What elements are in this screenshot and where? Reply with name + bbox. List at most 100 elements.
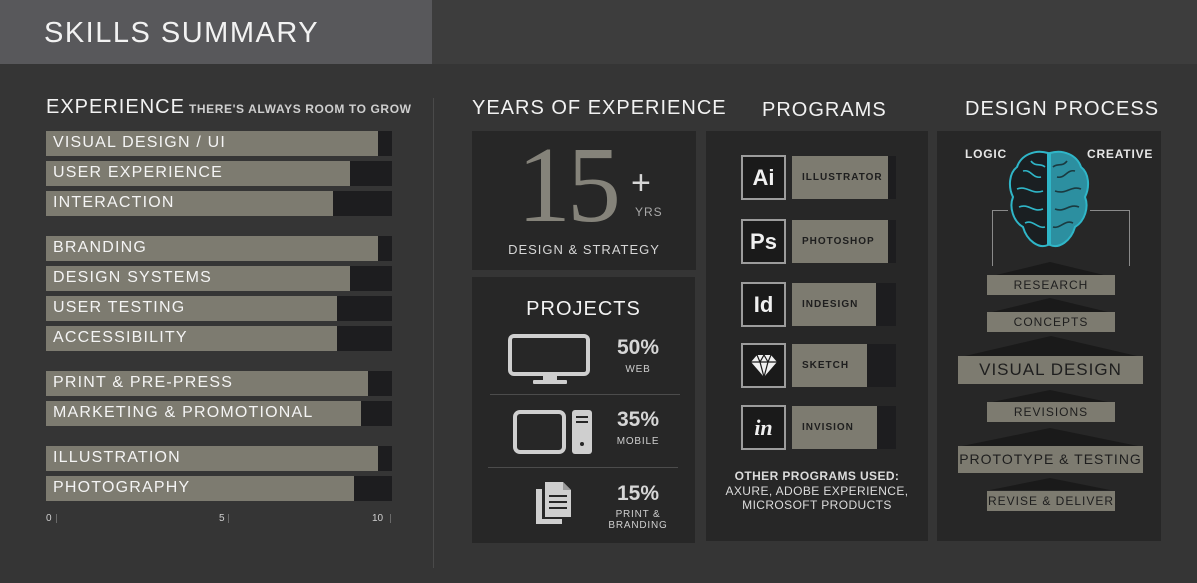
projects-mobile-label: MOBILE: [616, 436, 660, 447]
skill-bar-fill: [46, 326, 337, 351]
step-research: RESEARCH: [987, 275, 1115, 295]
program-bar-fill: [792, 344, 867, 387]
program-label: INVISION: [802, 422, 854, 433]
program-label: INDESIGN: [802, 299, 859, 310]
program-bar-indesign: INDESIGN: [792, 283, 896, 326]
other-programs-title: OTHER PROGRAMS USED:: [734, 469, 900, 483]
program-bar-fill: [792, 283, 876, 326]
skill-bar: ACCESSIBILITY: [46, 326, 392, 351]
logic-label: LOGIC: [965, 147, 1007, 161]
pyramid-step: [992, 262, 1108, 276]
projects-print-percent: 15%: [616, 482, 660, 505]
skill-bar: MARKETING & PROMOTIONAL: [46, 401, 392, 426]
years-title: YEARS OF EXPERIENCE: [472, 97, 727, 119]
sketch-diamond-icon: [750, 353, 777, 378]
skill-bar-fill: [46, 476, 354, 501]
skill-bar-fill: [46, 236, 378, 261]
connector-line: [992, 210, 993, 266]
pyramid-step: [992, 298, 1108, 312]
skill-label: PHOTOGRAPHY: [53, 479, 191, 496]
step-concepts: CONCEPTS: [987, 312, 1115, 332]
projects-separator: [490, 394, 680, 395]
connector-line: [1129, 210, 1130, 266]
step-prototype-testing: PROTOTYPE & TESTING: [958, 446, 1143, 473]
column-divider: [433, 98, 434, 568]
axis-tick-10: 10: [372, 513, 384, 524]
projects-separator: [488, 467, 678, 468]
step-revise-deliver: REVISE & DELIVER: [987, 491, 1115, 511]
indesign-icon: Id: [741, 282, 786, 327]
title-box: SKILLS SUMMARY: [0, 0, 432, 64]
axis-mark-5: [228, 514, 229, 523]
step-visual-design: VISUAL DESIGN: [958, 356, 1143, 384]
skill-label: INTERACTION: [53, 194, 175, 211]
program-bar-illustrator: ILLUSTRATOR: [792, 156, 896, 199]
skill-bar: PHOTOGRAPHY: [46, 476, 392, 501]
other-programs-line1: AXURE, ADOBE EXPERIENCE,: [725, 484, 909, 498]
sketch-diamond-icon: [741, 343, 786, 388]
skill-label: DESIGN SYSTEMS: [53, 269, 213, 286]
skill-label: ACCESSIBILITY: [53, 329, 188, 346]
experience-subtitle: THERE'S ALWAYS ROOM TO GROW: [188, 102, 412, 116]
years-panel: [472, 131, 696, 270]
documents-icon: [536, 482, 571, 524]
experience-title: EXPERIENCE: [46, 96, 185, 118]
program-label: ILLUSTRATOR: [802, 172, 883, 183]
step-revisions: REVISIONS: [987, 402, 1115, 422]
invision-icon: in: [741, 405, 786, 450]
connector-line: [1090, 210, 1130, 211]
skill-label: VISUAL DESIGN / UI: [53, 134, 227, 151]
years-number: 15: [517, 126, 621, 245]
years-plus: +: [631, 164, 651, 202]
pyramid-step: [965, 336, 1137, 356]
skill-bar: DESIGN SYSTEMS: [46, 266, 392, 291]
skill-bar-fill: [46, 296, 337, 321]
skill-bar-fill: [46, 266, 350, 291]
projects-print-label-2: BRANDING: [608, 520, 668, 531]
skill-bar-fill: [46, 371, 368, 396]
program-bar-invision: INVISION: [792, 406, 896, 449]
pyramid-step: [992, 390, 1108, 402]
pyramid-step: [962, 428, 1138, 446]
program-bar-photoshop: PHOTOSHOP: [792, 220, 896, 263]
brain-icon: [1008, 150, 1090, 247]
skill-bar: BRANDING: [46, 236, 392, 261]
skill-bar-fill: [46, 446, 378, 471]
skill-bar-fill: [46, 131, 378, 156]
skill-bar: INTERACTION: [46, 191, 392, 216]
skill-label: MARKETING & PROMOTIONAL: [53, 404, 314, 421]
pyramid-step: [990, 478, 1110, 490]
program-label: PHOTOSHOP: [802, 236, 875, 247]
axis-mark-0: [56, 514, 57, 523]
process-title: DESIGN PROCESS: [965, 98, 1160, 120]
skill-label: USER TESTING: [53, 299, 186, 316]
projects-mobile-percent: 35%: [616, 408, 660, 431]
skill-bar-fill: [46, 191, 333, 216]
program-bar-fill: [792, 156, 888, 199]
skill-bar: VISUAL DESIGN / UI: [46, 131, 392, 156]
program-label: SKETCH: [802, 360, 850, 371]
skill-bar: ILLUSTRATION: [46, 446, 392, 471]
skill-bar: USER EXPERIENCE: [46, 161, 392, 186]
projects-print-label-1: PRINT &: [615, 509, 661, 520]
skill-bar: USER TESTING: [46, 296, 392, 321]
projects-web-percent: 50%: [616, 336, 660, 359]
skill-label: USER EXPERIENCE: [53, 164, 224, 181]
experience-heading: EXPERIENCE THERE'S ALWAYS ROOM TO GROW: [46, 96, 412, 119]
skill-bar: PRINT & PRE-PRESS: [46, 371, 392, 396]
program-bar-sketch: SKETCH: [792, 344, 896, 387]
connector-line: [992, 210, 1008, 211]
projects-title: PROJECTS: [526, 298, 641, 320]
skill-label: ILLUSTRATION: [53, 449, 181, 466]
program-bar-fill: [792, 220, 888, 263]
projects-web-label: WEB: [625, 364, 651, 375]
page-title: SKILLS SUMMARY: [44, 17, 320, 49]
years-caption: DESIGN & STRATEGY: [508, 242, 660, 257]
illustrator-icon: Ai: [741, 155, 786, 200]
programs-title: PROGRAMS: [762, 99, 887, 121]
skill-label: BRANDING: [53, 239, 148, 256]
skill-bar-fill: [46, 401, 361, 426]
skill-label: PRINT & PRE-PRESS: [53, 374, 234, 391]
axis-mark-10: [390, 514, 391, 523]
photoshop-icon: Ps: [741, 219, 786, 264]
